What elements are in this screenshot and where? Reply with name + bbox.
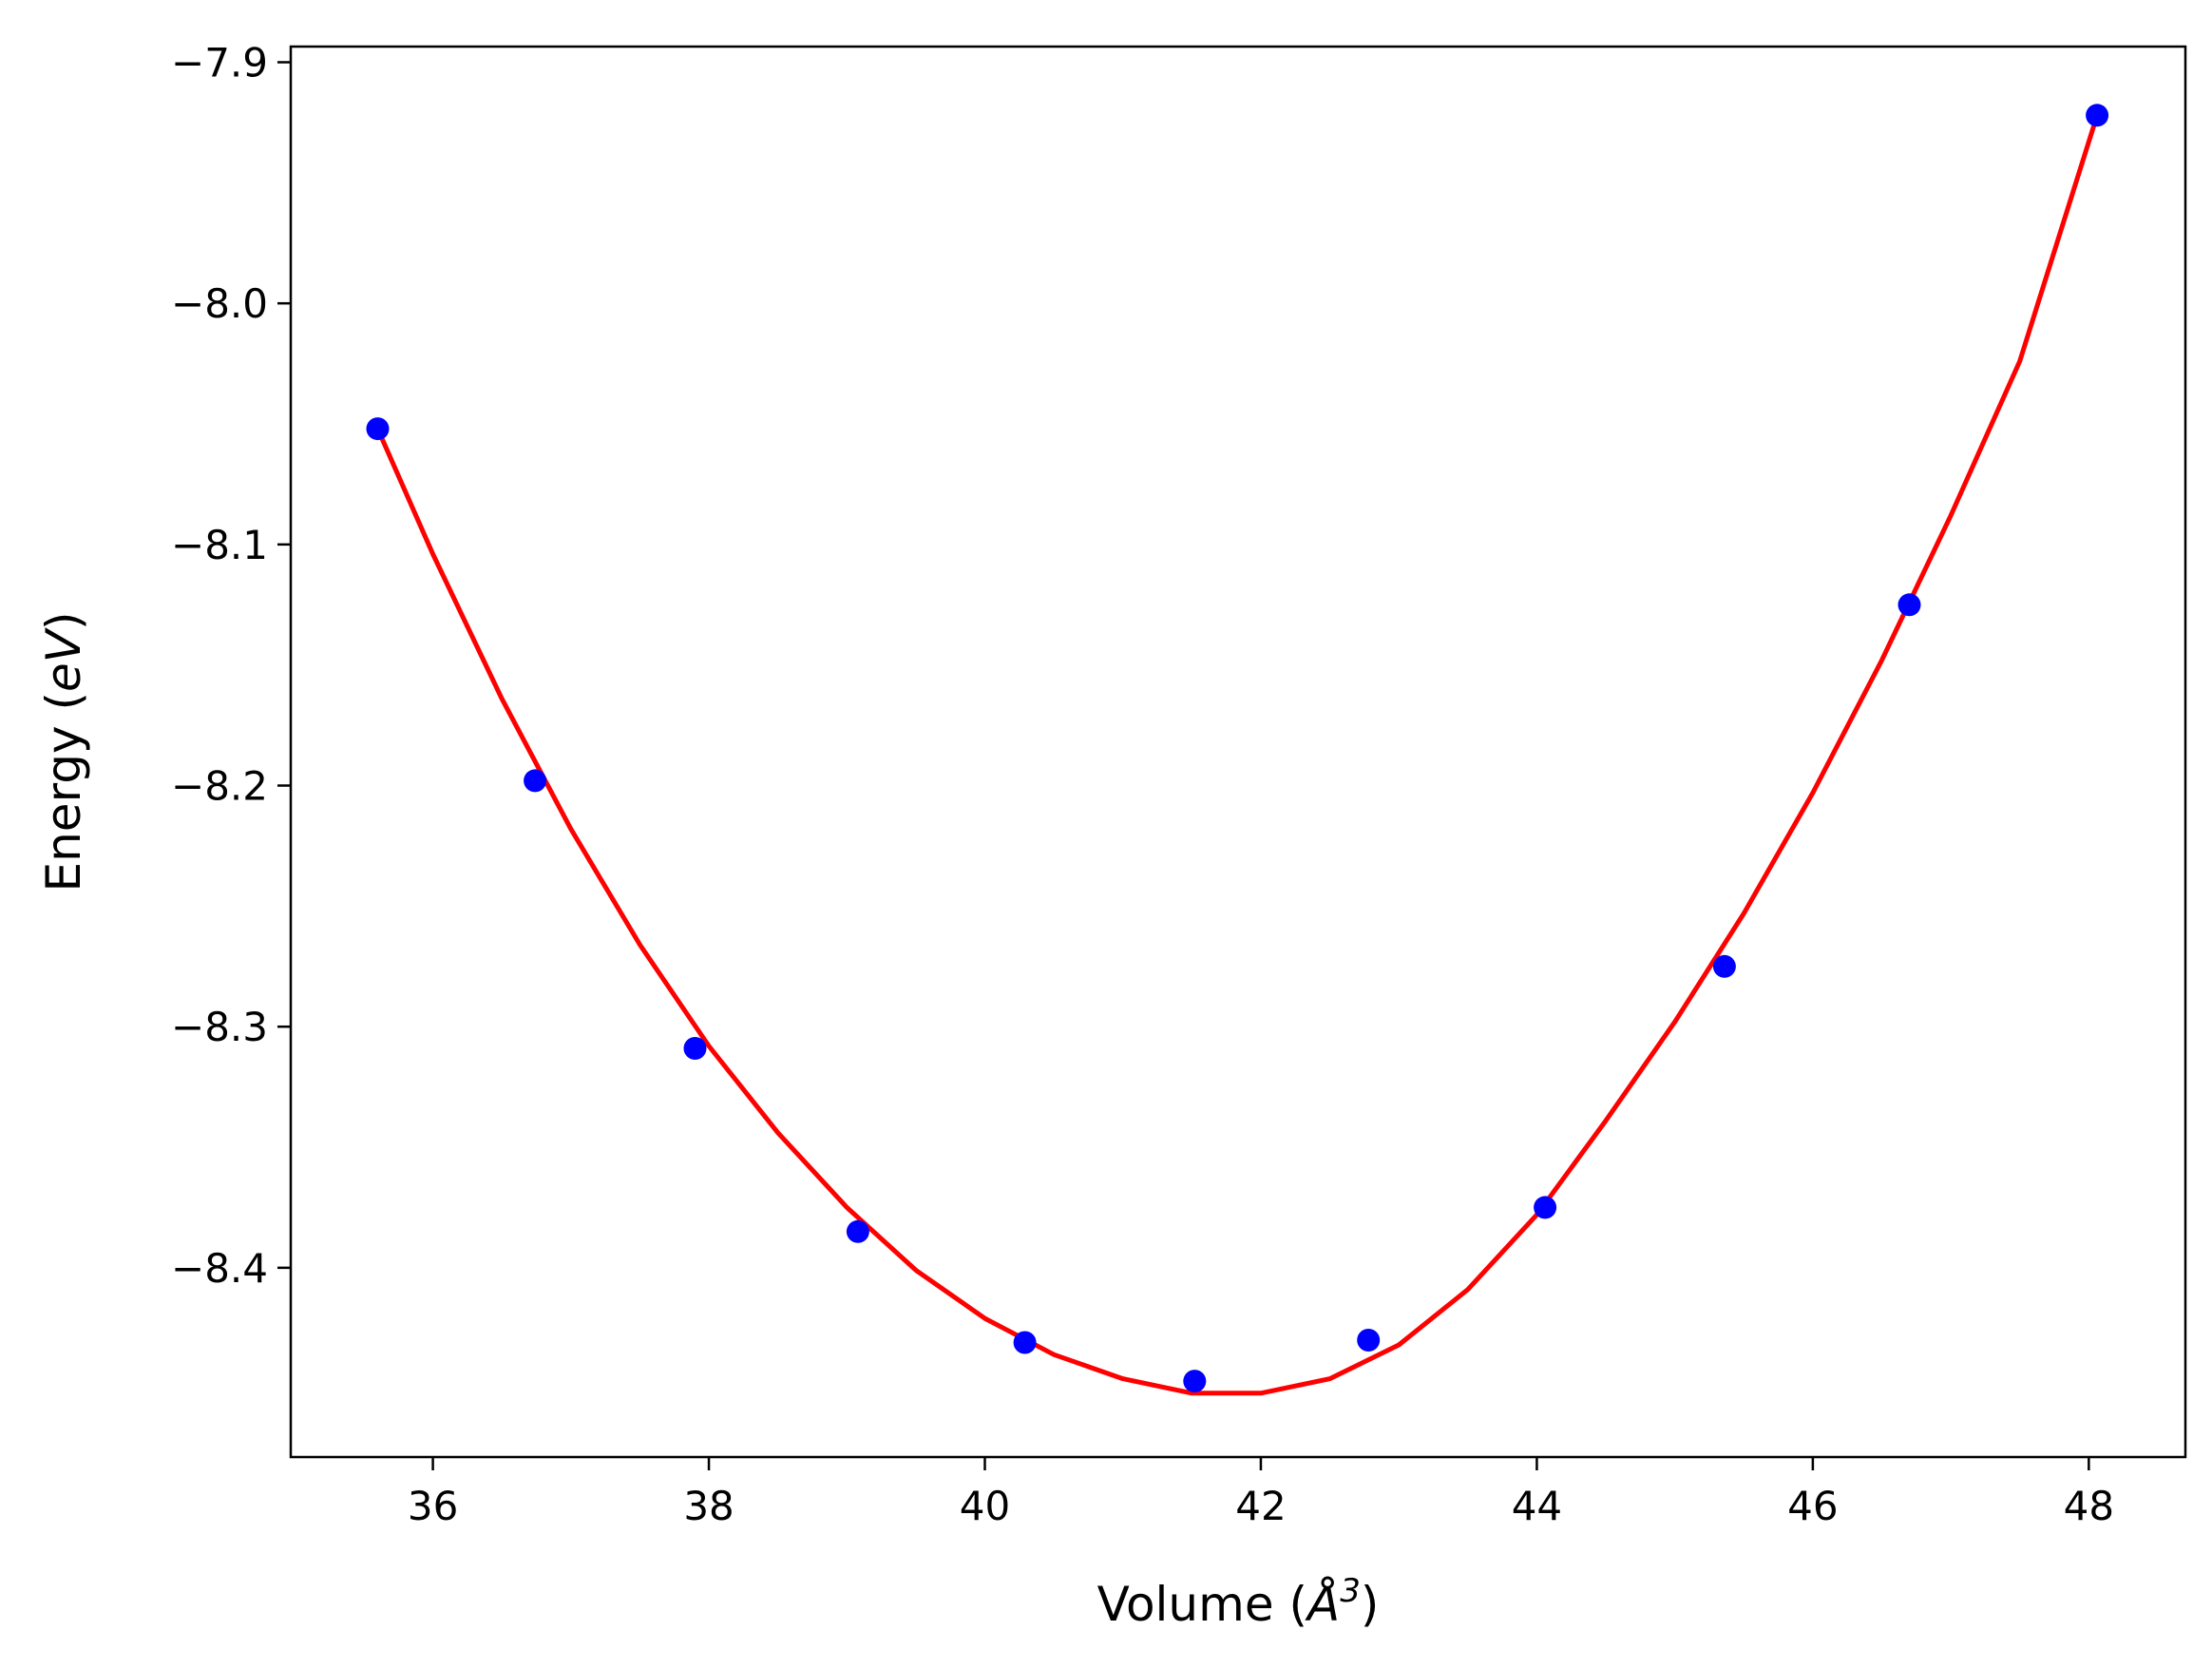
x-tick-label: 38 [683, 1483, 734, 1529]
x-tick-label: 40 [960, 1483, 1010, 1529]
plot-frame [289, 45, 2187, 1459]
y-tick-label: −8.0 [171, 280, 268, 327]
data-point-6 [1183, 1370, 1207, 1393]
data-point-8 [1534, 1196, 1557, 1219]
x-tick-label: 46 [1787, 1483, 1838, 1529]
data-point-1 [366, 417, 390, 441]
data-point-3 [683, 1037, 707, 1060]
data-points-layer [366, 104, 2109, 1393]
data-point-5 [1013, 1331, 1037, 1354]
data-point-10 [1897, 593, 1921, 617]
x-axis-ticks: 36 38 40 42 44 46 48 [408, 1457, 2114, 1529]
x-tick-label: 36 [408, 1483, 458, 1529]
y-axis-ticks: −8.4 −8.3 −8.2 −8.1 −8.0 −7.9 [171, 39, 291, 1292]
y-axis-label: Energy (eV) [36, 612, 91, 892]
plot-area [291, 47, 2185, 1457]
x-tick-label: 42 [1235, 1483, 1286, 1529]
y-tick-label: −8.2 [171, 763, 268, 810]
data-point-2 [524, 769, 547, 793]
x-tick-label: 44 [1512, 1483, 1562, 1529]
data-point-11 [2086, 104, 2109, 127]
y-tick-label: −7.9 [171, 39, 268, 86]
fit-curve-layer [375, 112, 2100, 1396]
x-axis-label: Volume (Å3) [1097, 1572, 1380, 1632]
y-tick-label: −8.1 [171, 522, 268, 568]
y-tick-label: −8.3 [171, 1004, 268, 1050]
x-tick-label: 48 [2064, 1483, 2114, 1529]
data-point-9 [1712, 954, 1736, 978]
data-point-7 [1357, 1329, 1381, 1352]
data-point-4 [846, 1219, 869, 1243]
fit-curve-line [375, 112, 2100, 1396]
y-tick-label: −8.4 [171, 1245, 268, 1292]
